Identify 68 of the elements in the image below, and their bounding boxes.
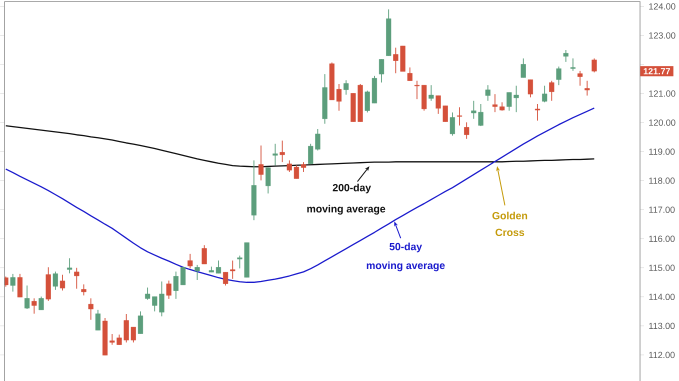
y-tick-label: 118.00 [649,177,675,184]
candlestick [180,266,186,286]
candlestick [38,296,44,310]
y-tick-label: 121.00 [649,90,676,96]
candlestick [194,264,200,280]
candlestick [407,66,412,81]
candlestick [528,78,533,98]
candlestick [230,260,236,280]
candlestick [542,85,548,102]
annotation: moving average [366,261,445,271]
candlestick [344,80,349,95]
candlestick [173,270,178,300]
candlestick [492,93,498,112]
candlestick [563,49,568,62]
annotation: Cross [496,228,524,236]
candlestick [188,253,193,269]
y-tick-label: 113.00 [649,322,675,329]
candlestick [414,80,420,100]
candlestick [570,58,576,72]
candlestick [300,161,306,172]
candlestick [520,58,526,78]
candlestick [266,166,271,194]
candlestick [549,80,554,102]
candlestick [280,140,285,162]
candlestick [223,271,228,286]
candlestick [67,258,72,274]
candlestick [592,58,597,73]
y-tick-label: 114.00 [649,293,675,300]
text: 121.77 [644,68,670,74]
candlestick [485,84,490,102]
candlestick [464,122,470,140]
candlestick [60,274,66,291]
y-tick-label: 119.00 [649,148,675,155]
y-tick-label: 112.00 [649,352,675,358]
annotation: 50-day [390,242,422,252]
candlestick [422,84,427,111]
candlestick [32,298,37,314]
candlestick [336,83,342,111]
candlestick [24,284,30,310]
candlestick [556,66,562,86]
candlestick [17,273,23,298]
candlestick [577,70,583,86]
y-tick-label: 124.00 [649,3,676,10]
candlestick [258,144,264,181]
candlestick [166,280,172,300]
candlestick [272,143,278,166]
y-tick-label: 116.00 [649,235,675,242]
candlestick [584,80,590,96]
candlestick [81,284,86,296]
annotation: 200-day [332,183,372,194]
candlestick [202,244,207,264]
annotation: Golden [492,211,528,220]
candlestick [428,84,434,102]
candlestick [456,106,462,126]
y-tick-label: 117.00 [649,206,675,213]
candlestick [52,270,58,290]
candlestick [95,309,101,330]
y-tick-label: 115.00 [649,264,675,271]
candlestick [450,112,455,136]
candlestick [74,267,80,289]
y-tick-label: 123.00 [649,32,676,38]
y-tick-label: 120.00 [649,119,676,126]
candlestick [534,103,540,121]
candlestick [10,273,16,292]
annotation: moving average [307,204,386,214]
candlestick [88,298,94,320]
candlestick [378,58,384,83]
candlestick [138,310,144,334]
